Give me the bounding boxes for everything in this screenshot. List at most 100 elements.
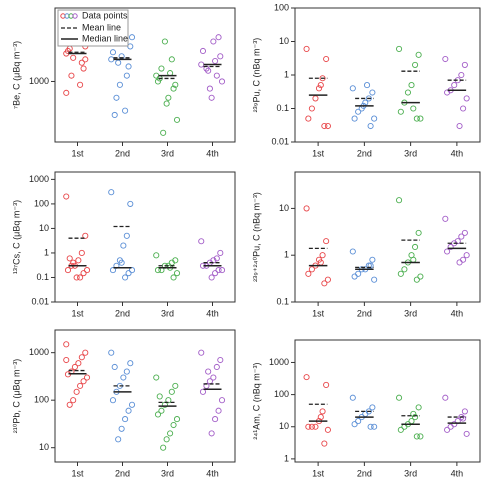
data-point xyxy=(206,85,213,92)
data-point xyxy=(123,72,130,79)
data-point xyxy=(442,394,449,401)
legend-label: Mean line xyxy=(82,22,121,32)
data-point xyxy=(365,262,372,269)
y-tick-label: 100 xyxy=(274,389,289,399)
y-tick-label: 1 xyxy=(284,69,289,79)
data-point xyxy=(218,267,226,274)
data-point xyxy=(401,266,408,273)
data-point xyxy=(108,349,115,356)
plot-frame xyxy=(294,339,481,463)
y-tick-label: 1000 xyxy=(269,357,289,367)
data-point xyxy=(451,82,458,89)
x-tick-label: 2nd xyxy=(115,468,130,478)
data-point xyxy=(154,267,162,274)
data-point xyxy=(397,270,404,277)
x-tick-label: 4th xyxy=(451,308,464,318)
x-tick-label: 3rd xyxy=(404,468,417,478)
data-point xyxy=(410,256,417,263)
data-point xyxy=(78,59,85,66)
data-point xyxy=(417,433,424,440)
data-point xyxy=(128,401,136,408)
data-point xyxy=(158,407,165,414)
data-point xyxy=(442,55,449,63)
data-point xyxy=(412,414,419,421)
x-tick-label: 2nd xyxy=(115,308,130,318)
data-point xyxy=(198,349,205,356)
data-point xyxy=(365,95,372,102)
data-point xyxy=(128,34,136,41)
data-point xyxy=(323,381,330,388)
x-tick-label: 3rd xyxy=(404,148,417,158)
data-point xyxy=(349,248,356,255)
data-point xyxy=(371,115,378,122)
data-point xyxy=(461,408,468,415)
data-point xyxy=(213,255,220,262)
data-point xyxy=(208,430,215,437)
data-point xyxy=(64,267,72,274)
data-point xyxy=(115,59,122,66)
data-point xyxy=(456,259,463,266)
data-point xyxy=(212,270,219,277)
data-point xyxy=(73,274,80,281)
y-axis-label: ²³⁹⁺²⁴⁰Pu, C (nBq m⁻³) xyxy=(251,192,261,282)
data-point xyxy=(415,404,422,411)
data-point xyxy=(413,115,420,122)
data-point xyxy=(367,122,374,130)
data-point xyxy=(215,34,222,41)
plot-frame xyxy=(54,171,236,303)
data-point xyxy=(397,108,404,115)
data-point xyxy=(461,229,468,236)
data-point xyxy=(63,89,70,96)
data-point xyxy=(303,374,310,381)
data-point xyxy=(127,360,134,367)
data-point xyxy=(324,276,331,283)
data-point xyxy=(217,356,224,364)
y-tick-label: 10 xyxy=(39,442,49,452)
data-point xyxy=(412,61,419,68)
data-point xyxy=(170,421,177,429)
data-point xyxy=(447,423,454,430)
data-point xyxy=(404,89,412,96)
data-point xyxy=(215,407,222,414)
data-point xyxy=(410,105,417,112)
data-point xyxy=(161,38,168,45)
y-tick-label: 1 xyxy=(284,453,289,463)
x-tick-label: 1st xyxy=(71,308,84,318)
x-tick-label: 4th xyxy=(451,468,464,478)
data-point xyxy=(108,56,115,63)
data-point xyxy=(323,238,330,245)
x-tick-label: 1st xyxy=(71,468,84,478)
data-point xyxy=(351,421,358,428)
data-point xyxy=(66,255,73,262)
data-point xyxy=(109,49,117,56)
data-point xyxy=(367,262,374,269)
data-point xyxy=(315,85,323,92)
data-point xyxy=(78,354,85,361)
data-point xyxy=(324,426,331,433)
data-point xyxy=(168,388,175,395)
data-point xyxy=(173,416,181,423)
data-point xyxy=(118,425,125,432)
y-tick-label: 10 xyxy=(279,36,289,46)
y-tick-label: 100 xyxy=(274,2,289,12)
data-point xyxy=(123,368,130,375)
data-point xyxy=(77,274,84,281)
data-point xyxy=(303,45,310,52)
data-point xyxy=(355,270,362,277)
data-point xyxy=(163,100,170,107)
data-point xyxy=(63,356,70,364)
data-point xyxy=(442,215,449,222)
data-point xyxy=(63,193,70,200)
data-point xyxy=(80,378,87,385)
y-tick-label: 10 xyxy=(39,223,49,233)
data-point xyxy=(73,388,80,395)
data-point xyxy=(122,274,129,281)
data-point xyxy=(75,257,82,264)
data-point xyxy=(305,270,312,277)
data-point xyxy=(82,232,89,239)
data-point xyxy=(173,270,181,277)
data-point xyxy=(198,238,205,245)
data-point xyxy=(115,436,122,443)
data-point xyxy=(163,436,170,443)
y-tick-label: 1000 xyxy=(29,347,49,357)
